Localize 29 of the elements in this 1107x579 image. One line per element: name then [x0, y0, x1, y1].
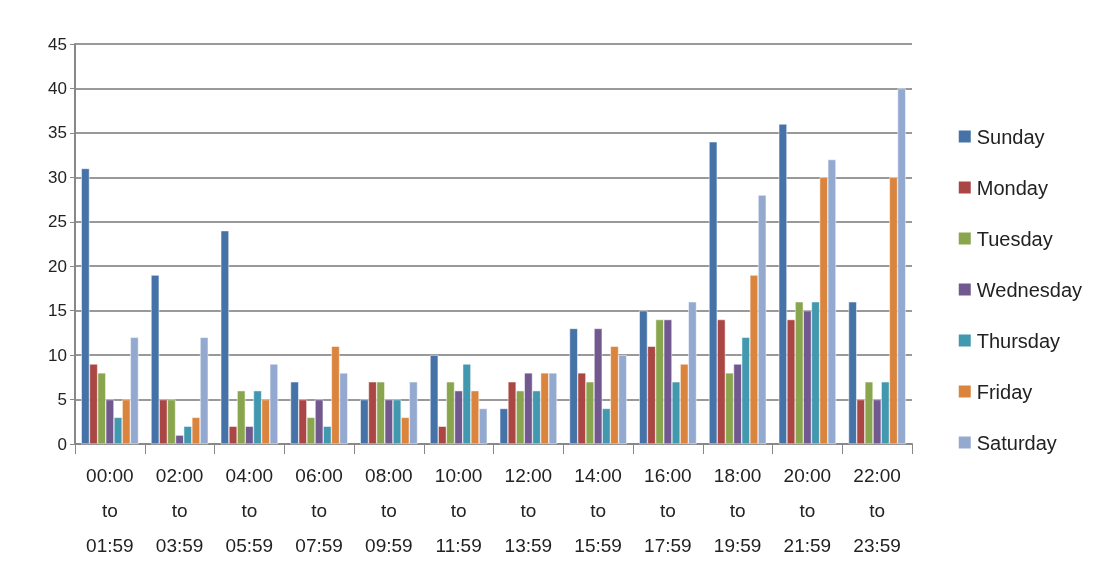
legend-label: Friday	[976, 380, 1033, 403]
x-tick-label: 08:00 to 09:59	[365, 465, 413, 556]
y-tick-label: 45	[48, 34, 67, 54]
legend-label: Tuesday	[976, 227, 1053, 250]
legend-label: Wednesday	[976, 278, 1083, 301]
legend-label: Monday	[976, 176, 1048, 199]
x-tick-label: 14:00 to 15:59	[574, 465, 622, 556]
y-tick-label: 10	[48, 345, 67, 365]
x-tick-label: 02:00 to 03:59	[155, 465, 204, 556]
x-tick-label: 20:00 to 21:59	[783, 465, 832, 556]
y-tick-label: 15	[48, 301, 67, 321]
x-tick-label: 18:00 to 19:59	[713, 465, 762, 556]
legend-label: Sunday	[976, 125, 1045, 148]
y-tick-label: 5	[57, 390, 67, 410]
y-tick-label: 35	[48, 123, 67, 143]
x-tick-label: 12:00 to 13:59	[504, 465, 553, 556]
x-tick-label: 16:00 to 17:59	[644, 465, 692, 556]
y-tick-label: 40	[48, 78, 67, 98]
legend-label: Thursday	[976, 329, 1061, 352]
x-tick-label: 04:00 to 05:59	[225, 465, 274, 556]
y-tick-label: 20	[48, 256, 67, 276]
y-tick-label: 25	[48, 212, 67, 232]
legend-label: Saturday	[976, 431, 1057, 454]
y-tick-label: 0	[57, 434, 67, 454]
x-tick-label: 00:00 to 01:59	[86, 465, 134, 556]
x-tick-label: 10:00 to 11:59	[434, 465, 483, 556]
x-tick-label: 22:00 to 23:59	[853, 465, 901, 556]
x-tick-label: 06:00 to 07:59	[295, 465, 343, 556]
y-tick-label: 30	[48, 167, 67, 187]
